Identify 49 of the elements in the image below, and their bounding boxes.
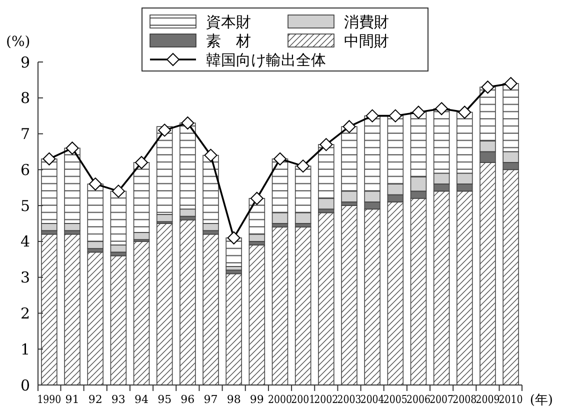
y-tick-label: 8: [20, 89, 30, 108]
legend-label: 中間財: [344, 32, 389, 50]
point: [42, 152, 56, 166]
point: [504, 77, 518, 90]
x-tick-label: 1990: [37, 393, 66, 406]
point: [135, 156, 148, 169]
point: [388, 109, 402, 122]
point: [481, 80, 494, 94]
x-tick-label: 99: [250, 393, 264, 406]
x-tick-label: 2010: [498, 393, 527, 406]
y-tick-label: 3: [20, 268, 30, 287]
point: [66, 142, 79, 155]
y-tick-label: 4: [20, 232, 30, 251]
x-tick-label: 92: [88, 393, 102, 406]
point: [412, 106, 425, 119]
legend-label: 韓国向け輸出全体: [206, 50, 326, 69]
x-tick-label: 95: [158, 393, 172, 406]
point: [227, 231, 240, 244]
y-axis-title: (%): [6, 34, 30, 50]
point: [112, 184, 125, 198]
y-tick-label: 2: [20, 304, 30, 322]
legend-label: 消費財: [344, 12, 389, 31]
point: [435, 102, 448, 116]
point: [181, 116, 194, 130]
point: [342, 120, 356, 134]
point: [250, 192, 264, 205]
legend-label: 資本財: [206, 12, 251, 31]
point: [320, 138, 333, 152]
x-tick-label: 97: [204, 393, 218, 406]
text: (年): [530, 393, 553, 408]
point: [296, 160, 310, 173]
x-tick-label: 93: [111, 393, 126, 406]
point: [158, 124, 172, 137]
y-tick-label: 0: [20, 376, 30, 394]
x-tick-label: 94: [134, 393, 149, 406]
x-tick-label: 91: [65, 393, 80, 406]
y-tick-label: 7: [20, 125, 30, 144]
legend-label: 素 材: [206, 32, 251, 50]
point: [204, 148, 218, 162]
point: [88, 178, 102, 191]
y-tick-label: 6: [20, 160, 30, 179]
y-tick-label: 5: [20, 196, 30, 215]
x-tick-label: 98: [226, 393, 241, 406]
x-tick-label: 96: [180, 393, 195, 406]
point: [458, 106, 472, 119]
point: [274, 152, 286, 166]
y-tick-label: 1: [20, 340, 30, 358]
point: [366, 109, 379, 122]
y-tick-label: 9: [20, 53, 30, 72]
